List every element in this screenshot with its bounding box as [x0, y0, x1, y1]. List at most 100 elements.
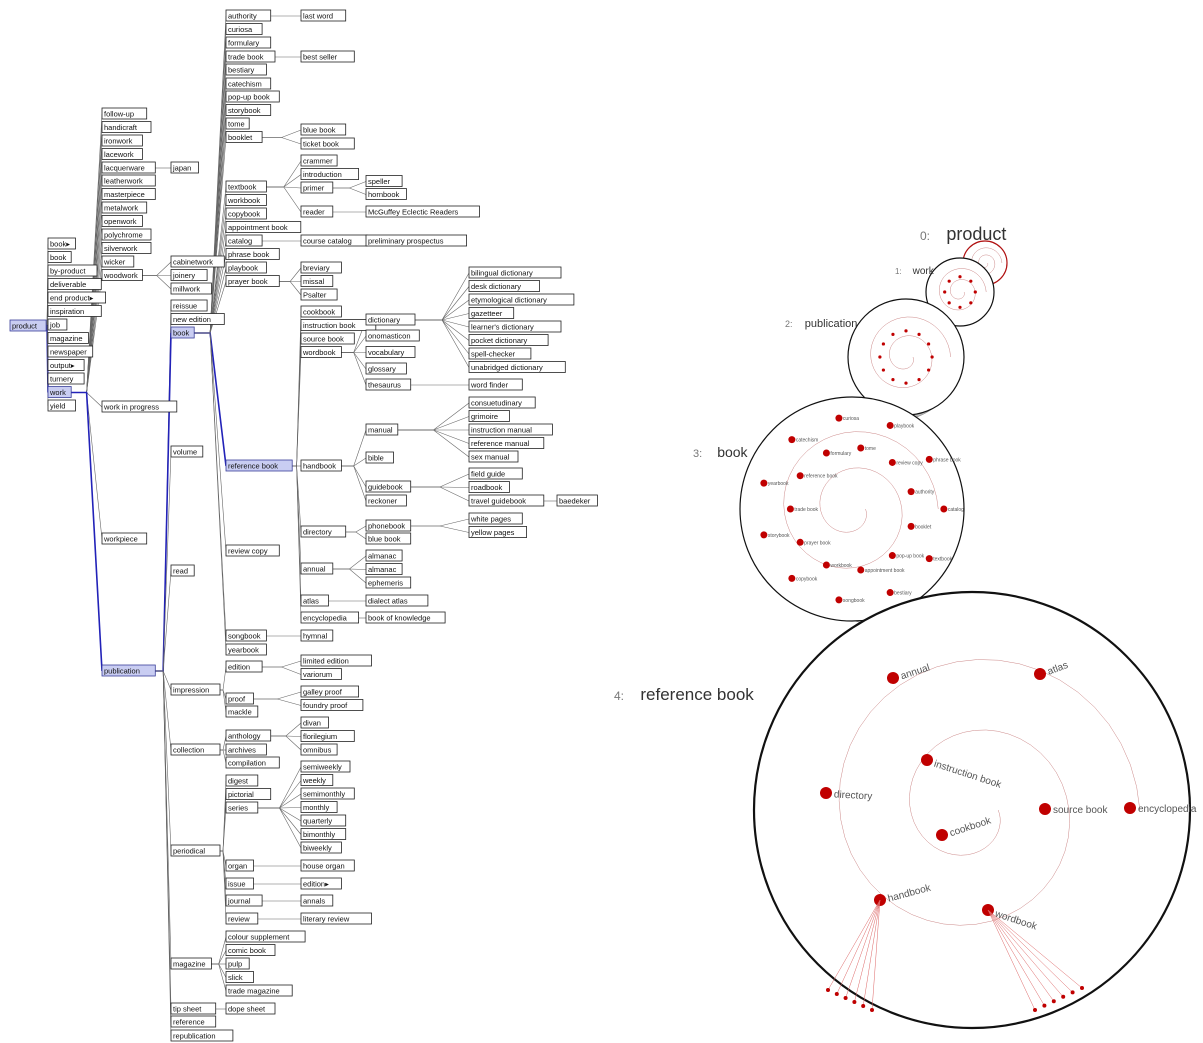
tree-node[interactable]: speller	[365, 175, 403, 187]
tree-node[interactable]: appointment book	[225, 221, 302, 233]
book-node[interactable]: prayer book	[796, 538, 831, 547]
tree-node[interactable]: phrase book	[225, 248, 280, 260]
tree-node[interactable]: slick	[225, 971, 254, 983]
tree-node[interactable]: bible	[365, 451, 394, 464]
tree-node[interactable]: gazetteer	[468, 307, 515, 319]
book-node[interactable]: bestiary	[886, 589, 913, 597]
tree-node[interactable]: reference manual	[468, 437, 545, 449]
book-node[interactable]: pop-up book	[888, 552, 925, 560]
tree-node[interactable]: tome	[225, 117, 250, 130]
tree-node[interactable]: mackle	[225, 705, 259, 718]
tree-node[interactable]: colour supplement	[225, 930, 306, 943]
tree-node[interactable]: unabridged dictionary	[468, 361, 566, 373]
tree-node[interactable]: sex manual	[468, 450, 519, 463]
tree-node[interactable]: masterpiece	[101, 188, 156, 200]
book-node[interactable]: textbook	[925, 555, 953, 563]
tree-node[interactable]: spell-checker	[468, 347, 532, 360]
tree-node[interactable]: workpiece	[101, 532, 148, 545]
tree-node[interactable]: guidebook	[365, 480, 412, 493]
tree-node[interactable]: white pages	[468, 512, 523, 525]
tree-node[interactable]: follow-up	[101, 107, 148, 120]
level-name[interactable]: product	[946, 224, 1006, 244]
tree-node[interactable]: digest	[225, 774, 259, 787]
tree-node[interactable]: book▸	[47, 237, 76, 250]
tree-node[interactable]: consuetudinary	[468, 396, 536, 409]
tree-node[interactable]: reference book	[225, 459, 293, 472]
tree-node[interactable]: series	[225, 801, 259, 814]
tree-node[interactable]: volume	[170, 445, 204, 458]
book-node[interactable]: catalog	[940, 505, 964, 514]
tree-node[interactable]: new edition	[170, 313, 225, 325]
tree-node[interactable]: instruction manual	[468, 423, 553, 436]
tree-node[interactable]: pocket dictionary	[468, 334, 549, 346]
tree-node[interactable]: proof	[225, 692, 254, 705]
book-node[interactable]: phrase book	[925, 455, 962, 464]
tree-node[interactable]: millwork	[170, 282, 212, 295]
tree-node[interactable]: product	[9, 319, 47, 332]
tree-node[interactable]: onomasticon	[365, 329, 420, 342]
book-node[interactable]: tome	[857, 444, 876, 453]
tree-node[interactable]: monthly	[300, 801, 338, 813]
tree-node[interactable]: reckoner	[365, 494, 407, 507]
tree-node[interactable]: read	[170, 564, 195, 577]
tree-node[interactable]: travel guidebook	[468, 494, 545, 507]
tree-node[interactable]: semimonthly	[300, 787, 355, 800]
level-name[interactable]: work	[912, 266, 935, 277]
tree-node[interactable]: turnery	[47, 372, 85, 385]
tree-node[interactable]: ironwork	[101, 134, 143, 147]
tree-node[interactable]: semiweekly	[300, 760, 351, 773]
tree-node[interactable]: wordbook	[300, 346, 342, 358]
tree-node[interactable]: almanac	[365, 549, 403, 562]
reference-node[interactable]: source book	[1039, 803, 1108, 816]
level-circle-4[interactable]	[752, 590, 1192, 1030]
tree-node[interactable]: variorum	[300, 668, 342, 680]
tree-node[interactable]: journal	[225, 894, 263, 907]
tree-node[interactable]: woodwork	[101, 269, 143, 281]
tree-node[interactable]: introduction	[300, 168, 359, 180]
tree-node[interactable]: collection	[170, 743, 221, 756]
tree-node[interactable]: leatherwork	[101, 174, 156, 187]
tree-node[interactable]: publication	[101, 664, 156, 677]
tree-node[interactable]: ticket book	[300, 137, 355, 150]
tree-node[interactable]: end product▸	[47, 291, 106, 304]
tree-node[interactable]: etymological dictionary	[468, 293, 575, 306]
tree-node[interactable]: cookbook	[300, 305, 342, 318]
tree-node[interactable]: dictionary	[365, 313, 416, 326]
tree-node[interactable]: dialect atlas	[365, 594, 429, 607]
tree-node[interactable]: primer	[300, 181, 334, 194]
tree-node[interactable]: divan	[300, 716, 329, 729]
tree-node[interactable]: grimoire	[468, 410, 510, 422]
reference-node[interactable]: directory	[820, 787, 873, 802]
tree-node[interactable]: vocabulary	[365, 346, 416, 358]
tree-node[interactable]: literary review	[300, 912, 372, 925]
tree-node[interactable]: issue	[225, 877, 254, 890]
tree-node[interactable]: weekly	[300, 774, 334, 786]
book-node[interactable]: copybook	[788, 574, 818, 583]
tree-node[interactable]: glossary	[365, 362, 407, 375]
tree-node[interactable]: curiosa	[225, 23, 263, 35]
book-node[interactable]: playbook	[886, 421, 915, 430]
tree-node[interactable]: omnibus	[300, 743, 338, 756]
tree-node[interactable]: anthology	[225, 729, 272, 742]
tree-node[interactable]: review	[225, 912, 259, 925]
tree-node[interactable]: Psalter	[300, 288, 338, 301]
tree-node[interactable]: learner's dictionary	[468, 320, 562, 333]
tree-node[interactable]: booklet	[225, 131, 263, 143]
tree-node[interactable]: formulary	[225, 36, 272, 49]
tree-node[interactable]: output▸	[47, 359, 85, 371]
tree-node[interactable]: playbook	[225, 261, 267, 274]
tree-node[interactable]: review copy	[225, 544, 280, 557]
tree-node[interactable]: breviary	[300, 261, 342, 274]
tree-node[interactable]: metalwork	[101, 201, 148, 214]
tree-node[interactable]: preliminary prospectus	[365, 234, 467, 247]
tree-node[interactable]: blue book	[300, 123, 347, 136]
tree-node[interactable]: organ	[225, 859, 254, 872]
tree-node[interactable]: edition▸	[300, 877, 342, 890]
tree-node[interactable]: thesaurus	[365, 378, 412, 391]
tree-node[interactable]: authority	[225, 9, 272, 22]
level-circle-3[interactable]	[739, 396, 965, 622]
tree-node[interactable]: storybook	[225, 104, 272, 116]
reference-node[interactable]: encyclopedia	[1124, 802, 1197, 815]
tree-node[interactable]: silverwork	[101, 242, 152, 254]
tree-node[interactable]: hymnal	[300, 629, 334, 642]
